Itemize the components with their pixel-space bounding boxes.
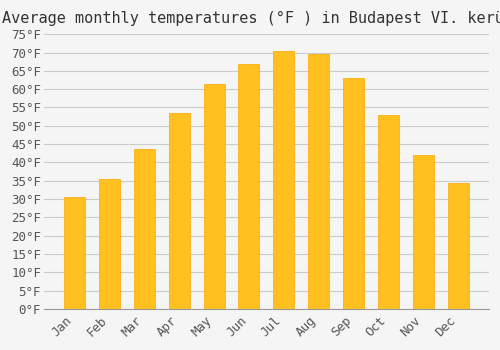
Bar	[448, 183, 468, 309]
Bar	[343, 78, 364, 309]
Title: Average monthly temperatures (°F ) in Budapest VI. kerület: Average monthly temperatures (°F ) in Bu…	[2, 11, 500, 26]
Bar	[274, 51, 294, 309]
Bar	[238, 64, 260, 309]
Bar	[378, 115, 399, 309]
Bar	[64, 197, 85, 309]
Bar	[99, 179, 120, 309]
Bar	[308, 54, 329, 309]
Bar	[204, 84, 225, 309]
Bar	[168, 113, 190, 309]
Bar	[413, 155, 434, 309]
Bar	[134, 149, 155, 309]
